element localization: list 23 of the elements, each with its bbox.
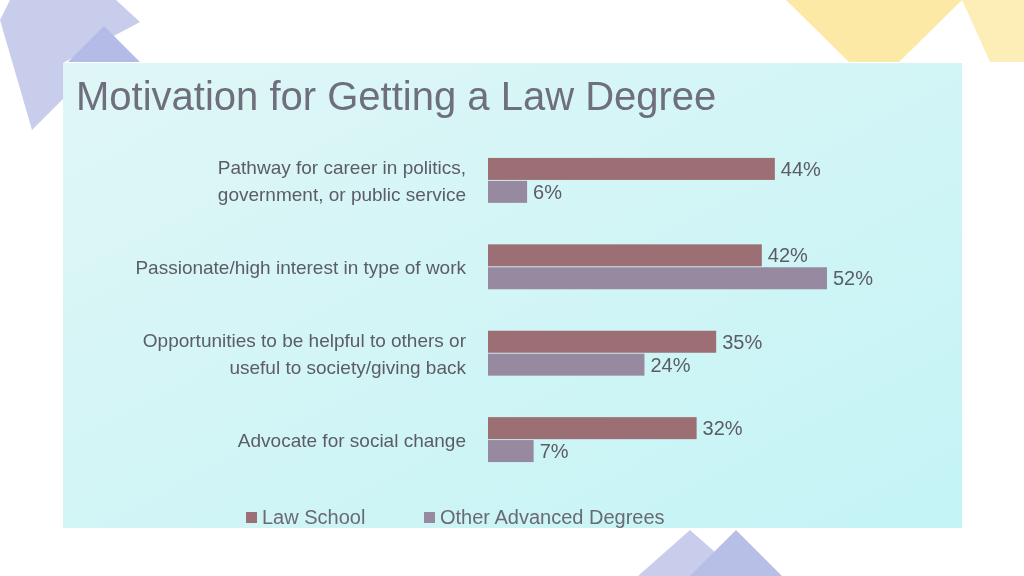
data-label: 35% — [722, 330, 763, 353]
bar — [488, 353, 645, 376]
data-label: 42% — [767, 244, 809, 267]
y-tick-label: Passionate/high interest in type of work — [135, 256, 467, 278]
data-label: 6% — [533, 180, 563, 203]
y-tick-label: Opportunities to be helpful to others or useful to society/giving back — [142, 329, 467, 378]
bar — [488, 244, 762, 267]
data-label: 7% — [539, 440, 569, 463]
bar — [488, 417, 697, 440]
data-label: 44% — [780, 157, 822, 180]
bar — [488, 180, 528, 203]
bar — [488, 157, 775, 180]
bar — [488, 330, 717, 353]
data-label: 52% — [833, 267, 874, 290]
bar — [488, 440, 534, 463]
legend-label: Law School — [262, 506, 366, 528]
y-tick-label: Advocate for social change — [237, 429, 466, 451]
y-tick-label: Pathway for career in politics, government, or public service — [217, 156, 466, 205]
legend-label: Other Advanced Degrees — [440, 506, 665, 528]
data-label: 32% — [702, 417, 743, 440]
bar — [488, 267, 827, 290]
chart-title: Motivation for Getting a Law Degree — [76, 74, 717, 118]
data-label: 24% — [650, 353, 691, 376]
